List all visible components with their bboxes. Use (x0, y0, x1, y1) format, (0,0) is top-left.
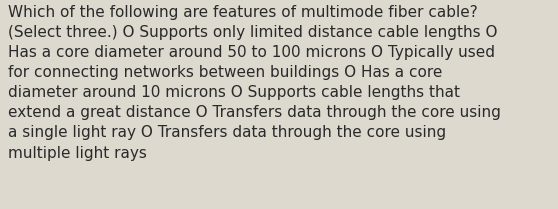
Text: Which of the following are features of multimode fiber cable?
(Select three.) O : Which of the following are features of m… (8, 5, 501, 161)
